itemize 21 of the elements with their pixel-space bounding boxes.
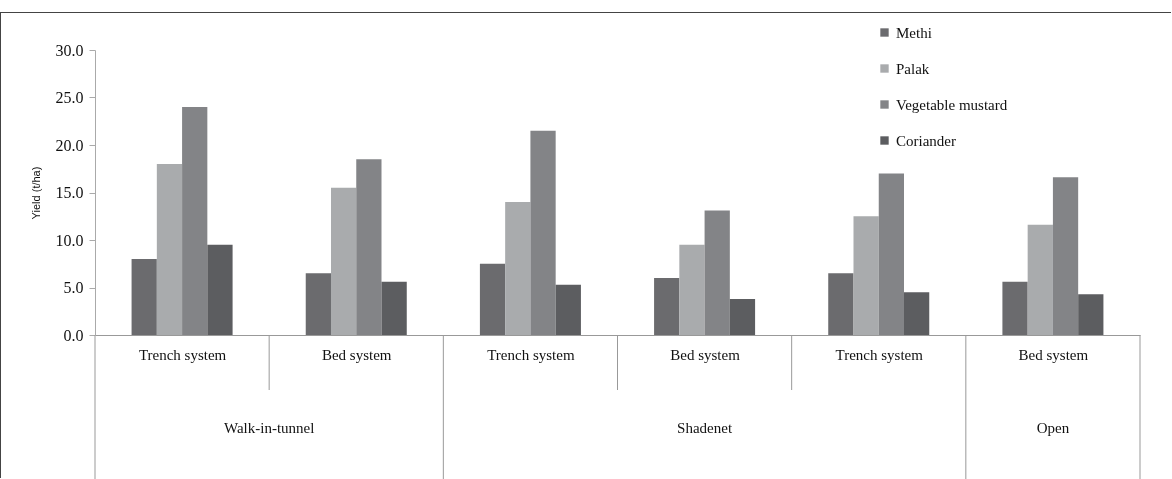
- y-axis-title: Yield (t/ha): [29, 166, 42, 220]
- legend-label: Vegetable mustard: [896, 96, 1008, 113]
- y-tick-label: 10.0: [55, 231, 84, 249]
- x-tick-label: Trench system: [138, 346, 227, 363]
- x-tick-label: Bed system: [670, 346, 741, 363]
- y-tick-label: 30.0: [55, 41, 84, 59]
- x-tick-label: Bed system: [1018, 346, 1089, 363]
- legend-label: Methi: [896, 24, 932, 41]
- text: Shadenet: [677, 420, 733, 436]
- y-tick-label: 5.0: [63, 279, 84, 296]
- x-tick-label: Trench system: [487, 346, 575, 363]
- y-tick-label: 20.0: [55, 136, 84, 154]
- text: Walk-in-tunnel: [223, 420, 315, 436]
- legend-label: Coriander: [896, 132, 956, 149]
- y-tick-label: 25.0: [55, 89, 84, 106]
- legend-label: Palak: [896, 60, 930, 77]
- y-tick-label: 0.0: [63, 326, 84, 344]
- y-tick-label: 15.0: [55, 184, 84, 201]
- text: Open: [1036, 420, 1070, 436]
- x-tick-label: Bed system: [321, 346, 392, 363]
- x-tick-label: Trench system: [835, 346, 924, 363]
